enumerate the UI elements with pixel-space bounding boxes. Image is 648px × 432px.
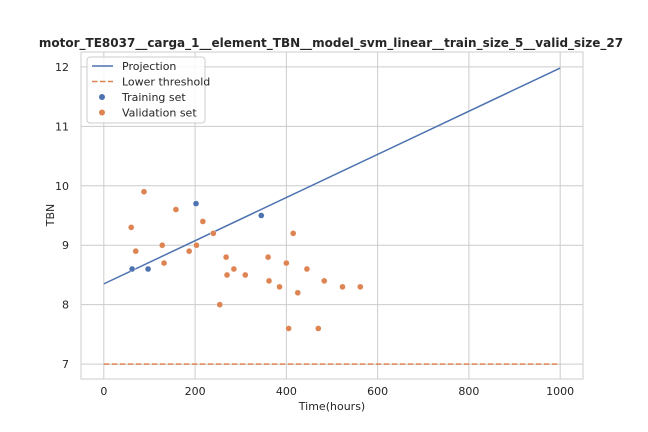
validation-point (140, 188, 148, 195)
training-point (144, 265, 152, 273)
x-tick-label: 0 (100, 385, 107, 398)
validation-point (127, 224, 135, 231)
validation-point (193, 242, 200, 249)
y-axis-label: TBN (44, 204, 57, 228)
validation-point (216, 301, 223, 308)
y-tick-label: 8 (62, 299, 69, 312)
training-point (192, 200, 200, 207)
x-tick-label: 400 (276, 385, 297, 398)
validation-point (160, 259, 168, 267)
x-tick-label: 600 (367, 385, 388, 398)
chart-title: motor_TE8037__carga_1__element_TBN__mode… (39, 36, 623, 51)
validation-point (210, 230, 217, 237)
y-tick-label: 9 (62, 239, 69, 252)
x-axis-label: Time(hours) (298, 400, 365, 413)
training-point (258, 212, 265, 219)
validation-point (199, 218, 207, 225)
validation-point (276, 283, 283, 291)
y-axis-ticks: 7 8 9 10 11 12 (55, 61, 69, 371)
legend-label-validation-set: Validation set (122, 107, 197, 120)
validation-point (285, 325, 292, 332)
legend: Projection Lower threshold Training set Val… (86, 56, 210, 124)
series-layer (103, 67, 561, 365)
validation-point (321, 277, 328, 285)
legend-label-lower-threshold: Lower threshold (122, 76, 210, 89)
y-tick-label: 12 (55, 61, 69, 74)
validation-point (185, 247, 193, 255)
validation-point (223, 271, 231, 279)
x-axis-ticks: 0 200 400 600 800 1000 (100, 385, 574, 398)
y-tick-label: 11 (55, 120, 69, 133)
validation-point (283, 259, 290, 267)
validation-point (242, 271, 249, 279)
validation-point (265, 277, 273, 285)
projection-line (103, 67, 561, 285)
validation-point (290, 230, 297, 237)
legend-label-training-set: Training set (121, 91, 186, 104)
x-tick-label: 1000 (546, 385, 574, 398)
validation-point (159, 242, 166, 249)
validation-point (357, 283, 364, 291)
validation-point (132, 247, 139, 255)
legend-label-projection: Projection (122, 60, 176, 73)
validation-point (264, 253, 272, 261)
validation-point (222, 253, 230, 261)
y-tick-label: 10 (55, 180, 69, 193)
validation-point (315, 325, 322, 332)
validation-point (230, 265, 238, 273)
legend-box (86, 56, 206, 124)
x-tick-label: 200 (185, 385, 206, 398)
validation-point (339, 283, 346, 291)
y-tick-label: 7 (62, 358, 69, 371)
validation-point (294, 289, 301, 296)
legend-swatch-training-set (99, 94, 105, 100)
validation-point (172, 206, 180, 213)
training-point (128, 265, 136, 273)
x-tick-label: 800 (458, 385, 479, 398)
validation-point (303, 265, 311, 273)
legend-swatch-validation-set (99, 109, 105, 116)
